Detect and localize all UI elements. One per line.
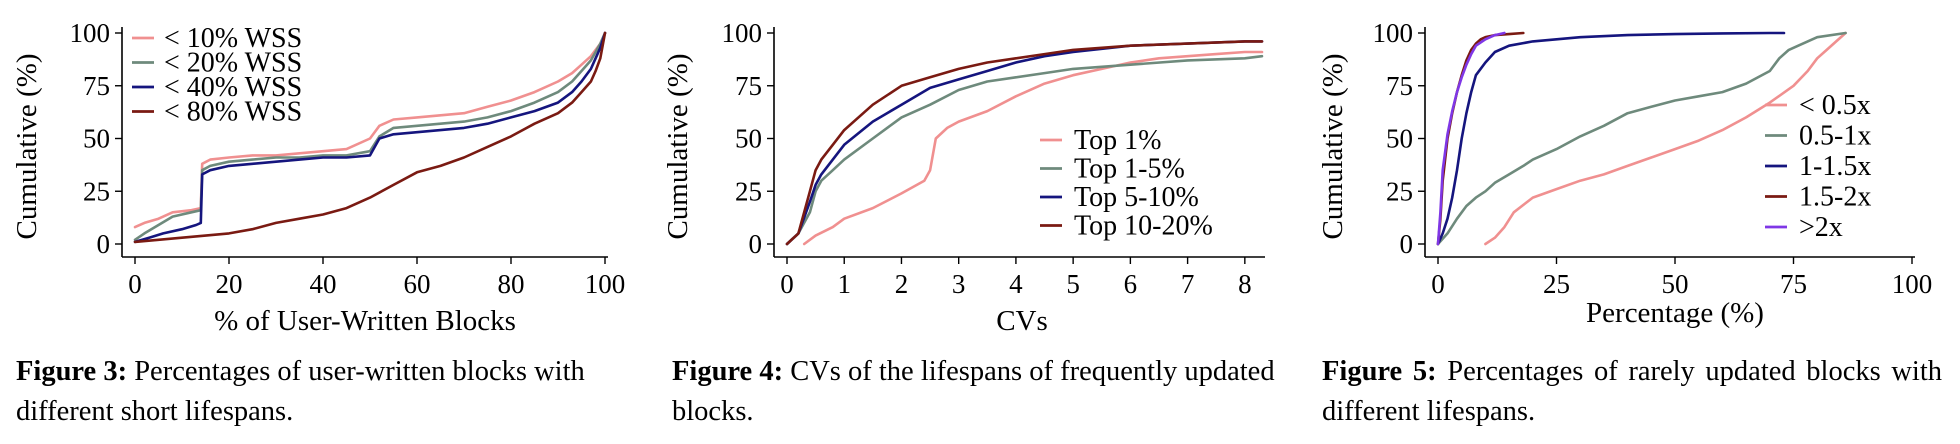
x-tick-label: 80	[498, 269, 525, 299]
y-tick-label: 100	[722, 18, 763, 48]
legend-label: < 0.5x	[1799, 90, 1871, 121]
x-tick-label: 75	[1780, 269, 1807, 299]
series-line	[1436, 31, 1525, 246]
y-tick-label: 75	[735, 71, 762, 101]
x-tick-label: 100	[585, 269, 626, 299]
caption-figure-4-number: Figure 4:	[672, 356, 784, 387]
legend: Top 1%Top 1-5%Top 5-10%Top 10-20%	[1040, 125, 1213, 242]
y-axis-title: Cumulative (%)	[662, 53, 694, 239]
legend: < 10% WSS< 20% WSS< 40% WSS< 80% WSS	[132, 23, 302, 128]
series-line	[1436, 31, 1506, 246]
x-tick-label: 20	[216, 269, 243, 299]
x-tick-label: 0	[128, 269, 142, 299]
legend: < 0.5x0.5-1x1-1.5x1.5-2x>2x	[1765, 90, 1871, 243]
y-tick-label: 0	[1400, 229, 1414, 259]
x-tick-label: 3	[952, 269, 966, 299]
legend-label: < 10% WSS	[164, 23, 302, 54]
legend-label: 1-1.5x	[1799, 151, 1871, 182]
series-line	[1436, 31, 1847, 246]
x-tick-label: 40	[310, 269, 337, 299]
caption-figure-3-text: Percentages of user-written blocks with …	[16, 356, 585, 427]
chart-fig5: 0 25 50 75 100 0 25 50 75 100 Percentage (%) Cumula…	[1317, 18, 1932, 329]
x-axis-title: Percentage (%)	[1586, 297, 1764, 329]
caption-figure-5-number: Figure 5:	[1322, 356, 1437, 387]
x-tick-label: 4	[1009, 269, 1023, 299]
x-tick-label: 6	[1124, 269, 1138, 299]
caption-figure-4-text: CVs of the lifespans of frequently updat…	[672, 356, 1275, 427]
y-tick-label: 100	[70, 18, 111, 48]
x-tick-label: 2	[895, 269, 909, 299]
legend-label: < 40% WSS	[164, 72, 302, 103]
x-tick-label: 5	[1066, 269, 1080, 299]
series-line	[802, 50, 1264, 246]
series-line	[133, 31, 607, 242]
chart-fig4: 0 1 2 3 4 5 6 7 8 0 25 50 75 100 CVs Cumulative (%) Top …	[662, 18, 1265, 337]
y-tick-label: 25	[83, 176, 110, 206]
legend-label: Top 5-10%	[1074, 182, 1199, 213]
x-tick-label: 0	[1431, 269, 1445, 299]
caption-figure-3: Figure 3: Percentages of user-written bl…	[16, 352, 636, 432]
series-line	[1484, 31, 1847, 246]
series-line	[785, 40, 1264, 246]
series-line	[133, 31, 607, 244]
x-tick-label: 8	[1238, 269, 1252, 299]
series-line	[1436, 31, 1786, 246]
y-tick-label: 50	[83, 124, 110, 154]
x-tick-label: 100	[1892, 269, 1933, 299]
x-tick-label: 25	[1543, 269, 1570, 299]
legend-label: Top 1-5%	[1074, 154, 1185, 185]
legend-label: >2x	[1799, 212, 1843, 243]
legend-label: < 20% WSS	[164, 48, 302, 79]
series-line	[133, 31, 607, 244]
y-axis-title: Cumulative (%)	[11, 53, 43, 239]
y-tick-label: 25	[1386, 176, 1413, 206]
y-tick-label: 50	[1386, 124, 1413, 154]
caption-figure-5: Figure 5: Percentages of rarely updated …	[1322, 352, 1942, 432]
y-tick-label: 0	[97, 229, 111, 259]
y-tick-label: 50	[735, 124, 762, 154]
chart-fig3: 0 20 40 60 80 100 0 25 50 75 100 % of User-Written …	[11, 18, 625, 337]
x-tick-label: 60	[404, 269, 431, 299]
y-axis-title: Cumulative (%)	[1317, 53, 1349, 239]
x-tick-label: 1	[837, 269, 851, 299]
y-tick-label: 25	[735, 176, 762, 206]
legend-label: Top 1%	[1074, 125, 1161, 156]
series-line	[133, 31, 607, 229]
x-tick-label: 7	[1181, 269, 1195, 299]
caption-figure-4: Figure 4: CVs of the lifespans of freque…	[672, 352, 1292, 432]
y-tick-label: 100	[1373, 18, 1414, 48]
legend-label: 1.5-2x	[1799, 182, 1871, 213]
legend-label: < 80% WSS	[164, 97, 302, 128]
legend-label: Top 10-20%	[1074, 211, 1213, 242]
caption-figure-5-text: Percentages of rarely updated blocks wit…	[1322, 356, 1942, 427]
series-line	[785, 54, 1264, 246]
caption-figure-3-number: Figure 3:	[16, 356, 128, 387]
y-tick-label: 75	[1386, 71, 1413, 101]
legend-label: 0.5-1x	[1799, 121, 1871, 152]
x-axis-title: % of User-Written Blocks	[214, 305, 516, 337]
x-tick-label: 50	[1662, 269, 1689, 299]
y-tick-label: 75	[83, 71, 110, 101]
x-axis-title: CVs	[996, 305, 1048, 337]
x-tick-label: 0	[780, 269, 794, 299]
y-tick-label: 0	[749, 229, 763, 259]
